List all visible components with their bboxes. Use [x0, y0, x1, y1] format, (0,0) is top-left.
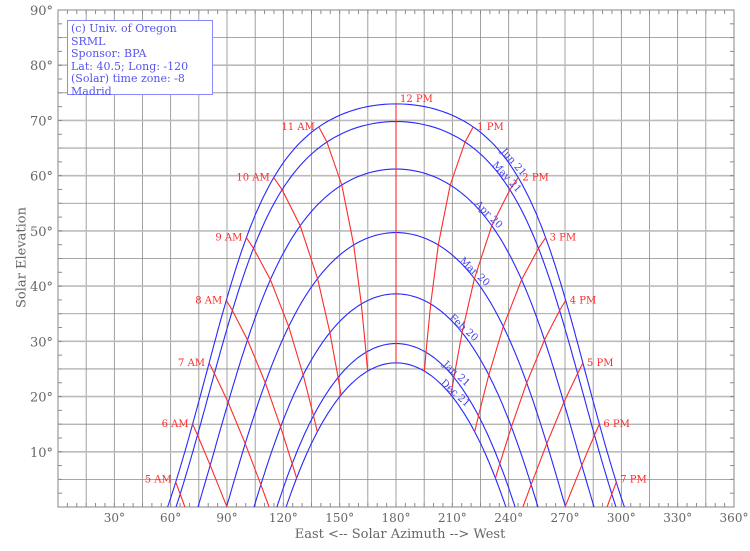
hour-line [192, 423, 228, 508]
hour-line [606, 481, 617, 508]
date-label: Mar 20 [457, 256, 491, 289]
x-tick-label: 240° [494, 511, 523, 525]
x-tick-label: 300° [607, 511, 636, 525]
y-tick-label: 70° [30, 114, 53, 129]
hour-line [175, 481, 186, 508]
x-tick-label: 180° [382, 511, 411, 525]
hour-line [245, 237, 318, 432]
hour-line [474, 237, 547, 432]
hour-line [564, 423, 600, 508]
hour-label: 1 PM [477, 122, 504, 133]
date-label: Feb 20 [447, 312, 480, 343]
legend-line: (Solar) time zone: -8 [71, 72, 185, 85]
legend-line: Lat: 40.5; Long: -120 [71, 59, 189, 73]
legend-line: Sponsor: BPA [71, 47, 147, 60]
legend-line: Madrid [71, 84, 112, 98]
hour-label: 8 AM [195, 295, 222, 306]
hour-label: 7 PM [620, 474, 647, 485]
hour-label: 3 PM [550, 233, 577, 244]
y-tick-label: 60° [30, 170, 53, 185]
x-tick-label: 150° [325, 511, 354, 525]
x-tick-label: 270° [551, 511, 580, 525]
hour-line [273, 177, 342, 396]
x-tick-label: 210° [438, 511, 467, 525]
hour-line [225, 300, 298, 479]
y-tick-label: 80° [30, 59, 53, 74]
y-tick-label: 30° [30, 335, 53, 350]
y-axis-label: Solar Elevation [14, 207, 30, 309]
plot-area [167, 103, 625, 508]
x-tick-label: 30° [104, 511, 125, 525]
x-tick-label: 60° [160, 511, 181, 525]
hour-label: 12 PM [400, 94, 433, 105]
x-axis-label: East <-- Solar Azimuth --> West [294, 527, 506, 542]
hour-label: 5 AM [145, 474, 172, 485]
y-tick-label: 90° [30, 4, 53, 19]
x-tick-label: 120° [269, 511, 298, 525]
hour-label: 10 AM [236, 173, 269, 184]
hour-label: 6 AM [162, 419, 189, 430]
x-tick-label: 330° [663, 511, 692, 525]
hour-label: 9 AM [215, 233, 242, 244]
hour-label: 4 PM [570, 295, 597, 306]
hour-label: 11 AM [281, 122, 314, 133]
hour-label: 7 AM [178, 358, 205, 369]
legend-box: (c) Univ. of Oregon SRML Sponsor: BPA La… [67, 20, 213, 97]
hour-line [318, 126, 369, 372]
hour-line [494, 300, 567, 479]
plot-frame [57, 9, 735, 508]
hour-line [423, 126, 474, 372]
hour-label: 5 PM [587, 358, 614, 369]
hour-line [450, 177, 519, 396]
y-tick-label: 50° [30, 225, 53, 240]
x-tick-label: 360° [720, 511, 749, 525]
hour-label: 2 PM [522, 173, 549, 184]
hour-line [208, 362, 270, 508]
y-tick-label: 40° [30, 280, 53, 295]
y-tick-label: 20° [30, 391, 53, 406]
y-tick-label: 10° [30, 446, 53, 461]
hour-line [522, 362, 584, 508]
legend-line: (c) Univ. of Oregon SRML [71, 22, 177, 48]
hour-label: 6 PM [603, 419, 630, 430]
x-tick-label: 90° [216, 511, 237, 525]
